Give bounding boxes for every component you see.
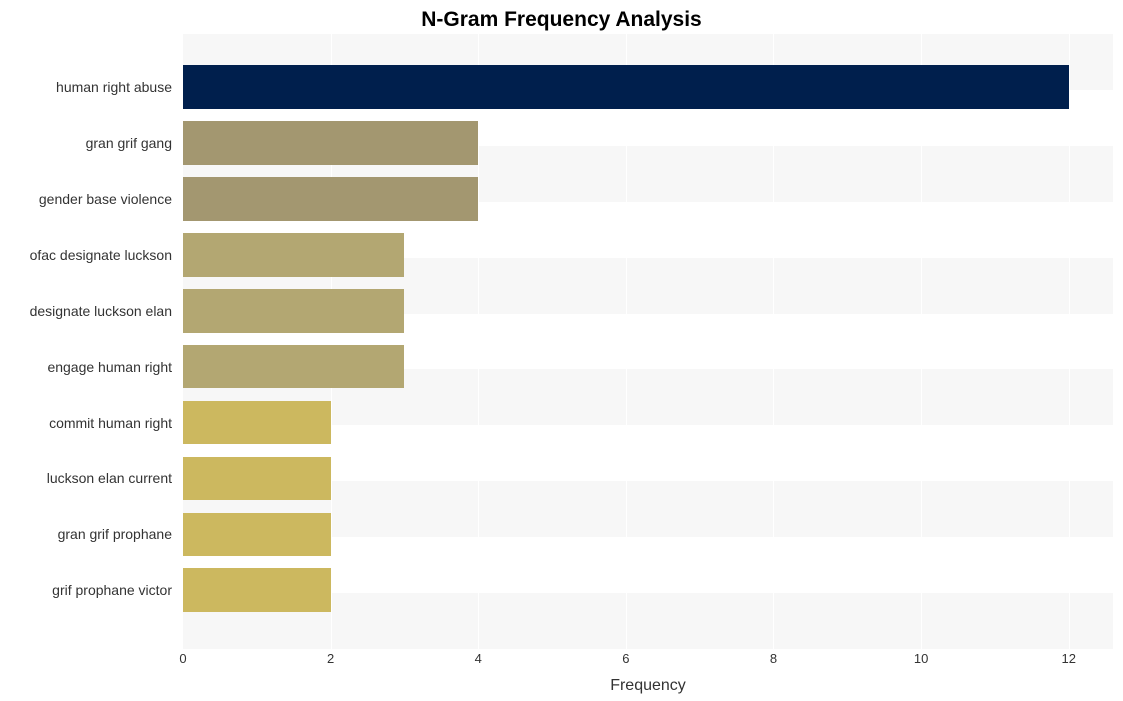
y-tick-label: engage human right [47,359,172,375]
bar-fill [183,568,331,612]
bar [183,121,478,165]
bar-fill [183,233,404,277]
y-tick-label: commit human right [49,415,172,431]
x-tick-label: 2 [327,651,334,666]
bar [183,401,331,445]
bar [183,457,331,501]
bar-fill [183,513,331,557]
bar-fill [183,457,331,501]
x-axis-title: Frequency [183,677,1113,695]
bar-fill [183,65,1069,109]
bars-layer [183,34,1113,649]
bar [183,568,331,612]
ngram-chart: N-Gram Frequency Analysis human right ab… [0,0,1123,701]
bar [183,233,404,277]
bar-fill [183,177,478,221]
x-tick-label: 12 [1061,651,1075,666]
x-tick-label: 4 [475,651,482,666]
bar-fill [183,121,478,165]
y-tick-label: gran grif gang [86,135,172,151]
y-tick-label: gender base violence [39,191,172,207]
y-tick-label: gran grif prophane [58,526,172,542]
y-tick-label: ofac designate luckson [30,247,172,263]
y-tick-label: luckson elan current [47,470,172,486]
x-tick-label: 0 [179,651,186,666]
bar [183,513,331,557]
y-axis-labels: human right abuse gran grif gang gender ba… [0,34,178,649]
x-tick-label: 8 [770,651,777,666]
x-tick-label: 10 [914,651,928,666]
bar [183,177,478,221]
y-tick-label: designate luckson elan [30,303,172,319]
bar-fill [183,289,404,333]
bar-fill [183,345,404,389]
chart-title: N-Gram Frequency Analysis [0,8,1123,32]
plot-area [183,34,1113,649]
x-axis-ticks: 024681012 [183,651,1113,671]
bar [183,65,1069,109]
bar [183,289,404,333]
y-tick-label: human right abuse [56,79,172,95]
bar [183,345,404,389]
x-tick-label: 6 [622,651,629,666]
bar-fill [183,401,331,445]
y-tick-label: grif prophane victor [52,582,172,598]
